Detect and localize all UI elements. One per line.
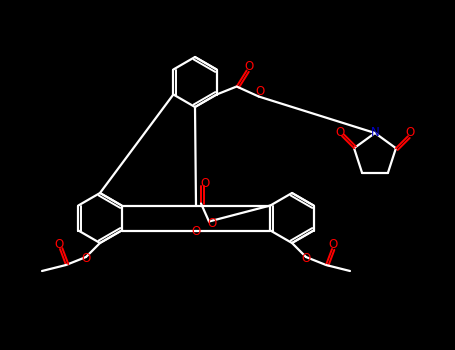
- Text: O: O: [192, 225, 201, 238]
- Text: N: N: [371, 126, 379, 139]
- Text: O: O: [255, 85, 264, 98]
- Text: O: O: [55, 238, 64, 251]
- Text: O: O: [329, 238, 338, 251]
- Text: O: O: [244, 60, 253, 73]
- Text: O: O: [200, 177, 210, 190]
- Text: O: O: [405, 126, 415, 139]
- Text: O: O: [335, 126, 345, 139]
- Text: O: O: [207, 217, 217, 230]
- Text: O: O: [301, 252, 311, 266]
- Text: O: O: [81, 252, 91, 266]
